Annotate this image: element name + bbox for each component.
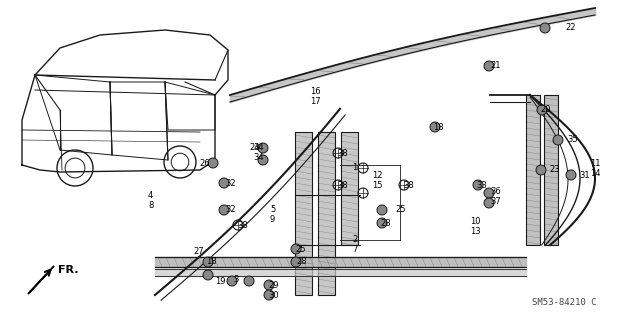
Text: 25: 25 xyxy=(295,244,305,254)
Circle shape xyxy=(227,276,237,286)
Text: 8: 8 xyxy=(148,201,154,210)
Text: 36: 36 xyxy=(490,188,500,197)
Circle shape xyxy=(208,158,218,168)
Text: 20: 20 xyxy=(540,106,550,115)
Text: 18: 18 xyxy=(433,122,444,131)
Text: 38: 38 xyxy=(337,149,348,158)
Text: 34: 34 xyxy=(253,153,264,162)
Text: 38: 38 xyxy=(403,181,413,189)
Circle shape xyxy=(484,61,494,71)
Text: 32: 32 xyxy=(225,205,236,214)
Circle shape xyxy=(537,105,547,115)
Bar xyxy=(526,95,540,245)
Text: 13: 13 xyxy=(470,227,481,236)
Text: 29: 29 xyxy=(268,280,278,290)
Bar xyxy=(341,132,358,245)
Text: SM53-84210 C: SM53-84210 C xyxy=(532,298,597,307)
Circle shape xyxy=(540,23,550,33)
Circle shape xyxy=(377,218,387,228)
Text: 1: 1 xyxy=(352,164,357,173)
Circle shape xyxy=(484,198,494,208)
Circle shape xyxy=(203,270,213,280)
Text: 12: 12 xyxy=(372,170,383,180)
Text: 26: 26 xyxy=(199,159,210,167)
Text: 5: 5 xyxy=(270,205,275,214)
Text: 17: 17 xyxy=(310,98,321,107)
Circle shape xyxy=(291,244,301,254)
Text: 22: 22 xyxy=(565,23,575,32)
Text: 37: 37 xyxy=(490,197,500,206)
Bar xyxy=(295,132,312,295)
Bar xyxy=(318,132,335,295)
Text: 34: 34 xyxy=(253,143,264,152)
Text: 10: 10 xyxy=(470,218,481,226)
Circle shape xyxy=(203,257,213,267)
Text: 33: 33 xyxy=(476,181,487,189)
Text: 21: 21 xyxy=(490,61,500,70)
Text: 2: 2 xyxy=(352,235,357,244)
Text: 15: 15 xyxy=(372,181,383,189)
Circle shape xyxy=(264,290,274,300)
Circle shape xyxy=(566,170,576,180)
Text: 9: 9 xyxy=(270,216,275,225)
Circle shape xyxy=(553,135,563,145)
Bar xyxy=(544,95,558,245)
Text: FR.: FR. xyxy=(58,265,79,275)
Circle shape xyxy=(291,257,301,267)
Circle shape xyxy=(473,180,483,190)
Text: 38: 38 xyxy=(337,181,348,189)
Circle shape xyxy=(244,276,254,286)
Circle shape xyxy=(219,205,229,215)
Text: 25: 25 xyxy=(395,205,406,214)
Text: 31: 31 xyxy=(579,170,589,180)
Text: 19: 19 xyxy=(215,277,225,286)
Text: 30: 30 xyxy=(268,291,278,300)
Circle shape xyxy=(219,178,229,188)
Text: 27: 27 xyxy=(193,248,204,256)
Text: 23: 23 xyxy=(549,166,559,174)
Text: 38: 38 xyxy=(237,220,248,229)
Text: 14: 14 xyxy=(590,168,600,177)
Circle shape xyxy=(536,165,546,175)
Circle shape xyxy=(258,143,268,153)
Text: 7: 7 xyxy=(352,246,357,255)
Circle shape xyxy=(377,205,387,215)
Text: 24: 24 xyxy=(249,144,259,152)
Text: 11: 11 xyxy=(590,159,600,167)
Text: 18: 18 xyxy=(206,257,216,266)
Text: 4: 4 xyxy=(148,190,153,199)
Circle shape xyxy=(484,188,494,198)
Circle shape xyxy=(264,280,274,290)
Text: 28: 28 xyxy=(296,257,307,266)
Text: 3: 3 xyxy=(233,276,238,285)
Polygon shape xyxy=(28,266,54,294)
Text: 16: 16 xyxy=(310,87,321,97)
Circle shape xyxy=(258,155,268,165)
Text: 32: 32 xyxy=(225,179,236,188)
Text: 35: 35 xyxy=(567,136,578,145)
Circle shape xyxy=(430,122,440,132)
Text: 28: 28 xyxy=(380,219,390,227)
